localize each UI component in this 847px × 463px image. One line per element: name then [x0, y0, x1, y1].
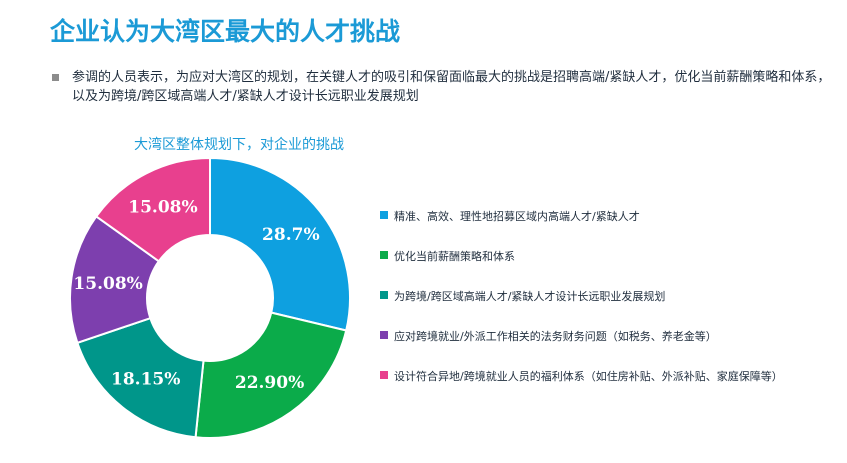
slice-value-label-5: 15.08%: [128, 197, 197, 217]
legend-label: 设计符合异地/跨境就业人员的福利体系（如住房补贴、外派补贴、家庭保障等）: [394, 370, 783, 383]
slice-value-label-3: 18.15%: [111, 369, 180, 389]
legend-swatch: [380, 331, 388, 339]
legend-item-5: 设计符合异地/跨境就业人员的福利体系（如住房补贴、外派补贴、家庭保障等）: [380, 368, 840, 383]
bullet-icon: [52, 74, 59, 81]
donut-slice-3: [76, 316, 205, 439]
slice-value-label-1: 28.7%: [262, 225, 320, 245]
legend-swatch: [380, 211, 388, 219]
donut-slice-2: [194, 311, 348, 439]
legend-item-3: 为跨境/跨区域高端人才/紧缺人才设计长远职业发展规划: [380, 288, 840, 303]
slice-value-label-4: 15.08%: [73, 274, 142, 294]
legend-item-4: 应对跨境就业/外派工作相关的法务财务问题（如税务、养老金等）: [380, 328, 840, 343]
legend-label: 精准、高效、理性地招募区域内高端人才/紧缺人才: [394, 210, 640, 223]
chart-title: 大湾区整体规划下，对企业的挑战: [134, 137, 344, 153]
donut-slice-5: [94, 156, 211, 263]
legend-item-2: 优化当前薪酬策略和体系: [380, 248, 840, 263]
legend-swatch: [380, 371, 388, 379]
legend-item-1: 精准、高效、理性地招募区域内高端人才/紧缺人才: [380, 208, 840, 223]
description-text: 参调的人员表示，为应对大湾区的规划，在关键人才的吸引和保留面临最大的挑战是招聘高…: [72, 70, 831, 104]
legend-swatch: [380, 291, 388, 299]
legend-label: 优化当前薪酬策略和体系: [394, 250, 515, 263]
legend-label: 为跨境/跨区域高端人才/紧缺人才设计长远职业发展规划: [394, 290, 666, 303]
legend-swatch: [380, 251, 388, 259]
legend-label: 应对跨境就业/外派工作相关的法务财务问题（如税务、养老金等）: [394, 330, 717, 343]
page-title: 企业认为大湾区最大的人才挑战: [50, 17, 401, 46]
donut-slice-1: [209, 156, 351, 332]
slice-value-label-2: 22.90%: [235, 373, 304, 393]
